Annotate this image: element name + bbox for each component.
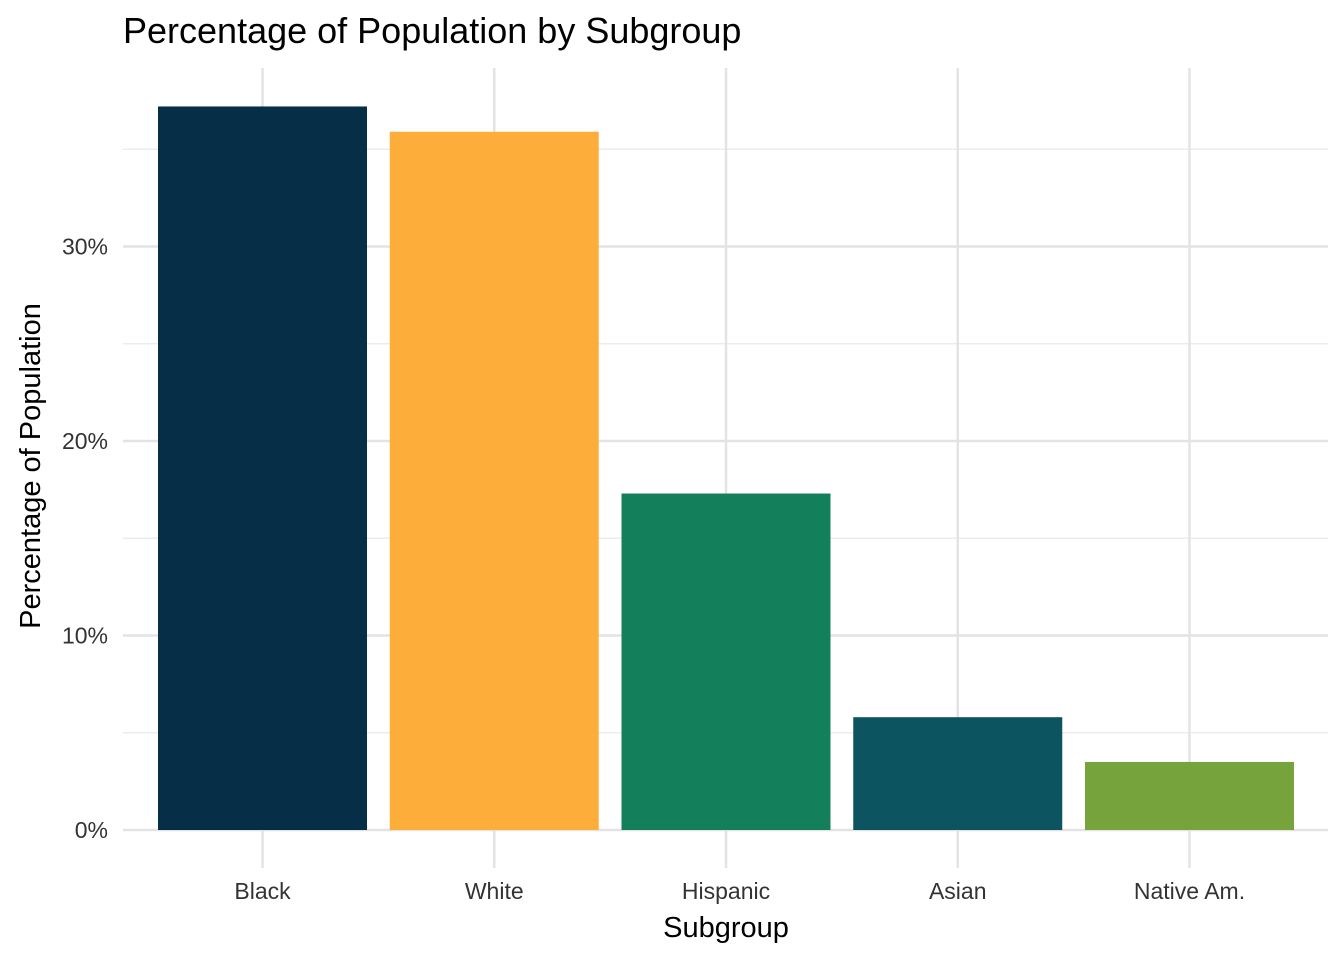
bar-asian [853, 717, 1063, 830]
x-tick-label: Hispanic [682, 878, 770, 904]
x-tick-label: Black [234, 878, 291, 904]
y-tick-label: 30% [62, 234, 108, 260]
bar-native-am [1085, 761, 1294, 830]
x-tick-label: Asian [929, 878, 987, 904]
bar-white [389, 131, 599, 830]
x-axis-title: Subgroup [663, 912, 789, 944]
x-tick-label: White [465, 878, 524, 904]
y-tick-label: 10% [62, 623, 108, 649]
chart-title: Percentage of Population by Subgroup [123, 10, 741, 51]
x-tick-labels: Black White Hispanic Asian Native Am. [234, 878, 1245, 904]
bar-hispanic [621, 493, 831, 830]
y-tick-label: 0% [75, 817, 108, 843]
y-axis-title: Percentage of Population [15, 303, 47, 629]
bars [158, 106, 1294, 830]
y-tick-labels: 0% 10% 20% 30% [62, 234, 108, 844]
y-tick-label: 20% [62, 428, 108, 454]
bar-black [158, 106, 367, 830]
x-tick-label: Native Am. [1134, 878, 1245, 904]
